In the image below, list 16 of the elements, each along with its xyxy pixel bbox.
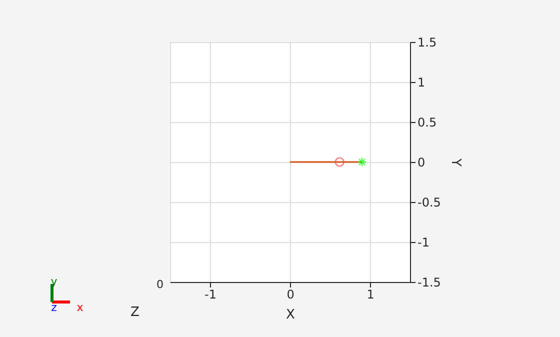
text: x — [76, 301, 84, 314]
y-tick-label: -1.5 — [418, 276, 441, 290]
y-tick-label: -1 — [418, 236, 430, 250]
text: z — [51, 301, 58, 314]
x-axis-title: X — [286, 308, 296, 322]
y-axis-title: Y — [448, 158, 463, 167]
y-tick-label: 0.5 — [418, 116, 437, 130]
text: Z — [130, 305, 140, 320]
x-tick-label: 0 — [286, 288, 294, 302]
x-tick-label: -1 — [204, 288, 216, 302]
x-tick-label: 1 — [366, 288, 374, 302]
y-tick-label: 1.5 — [418, 36, 437, 50]
y-tick-label: 0 — [418, 156, 426, 170]
y-tick-label: 1 — [418, 76, 426, 90]
text: 0 — [156, 278, 164, 291]
y-tick-label: -0.5 — [418, 196, 441, 210]
